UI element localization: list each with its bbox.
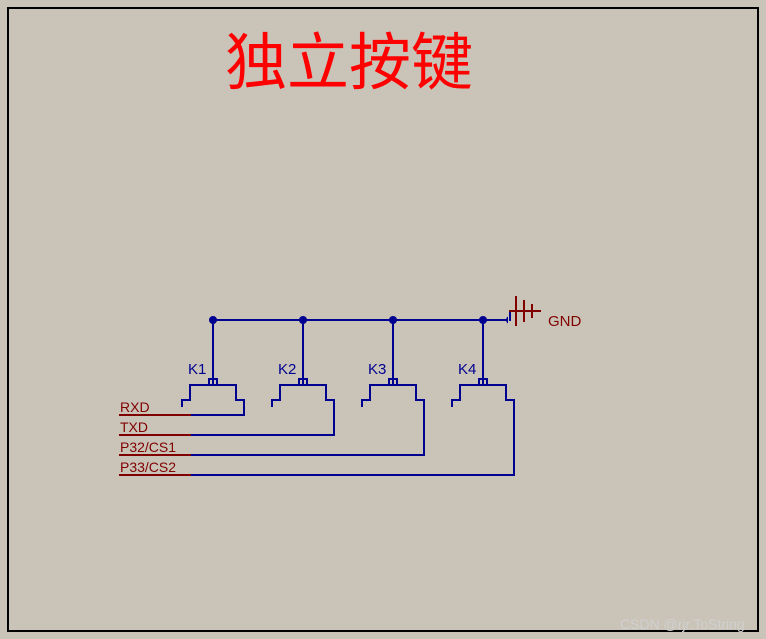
page-title: 独立按键	[225, 12, 473, 102]
net-label-p33-cs2: P33/CS2	[120, 459, 176, 475]
net-label-p32-cs1: P32/CS1	[120, 439, 176, 455]
switch-ref-k4: K4	[458, 361, 476, 378]
switch-ref-k1: K1	[188, 361, 206, 378]
watermark: CSDN @rjr.ToString	[620, 616, 745, 632]
net-label-rxd: RXD	[120, 399, 150, 415]
gnd-label: GND	[548, 313, 581, 330]
switch-ref-k3: K3	[368, 361, 386, 378]
net-label-txd: TXD	[120, 419, 148, 435]
switch-ref-k2: K2	[278, 361, 296, 378]
